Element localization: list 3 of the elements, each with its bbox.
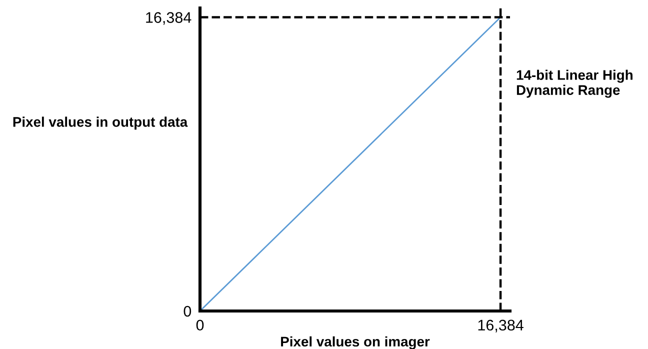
ref-line-label: 14-bit Linear High Dynamic Range xyxy=(516,70,632,98)
y-axis-title: Pixel values in output data xyxy=(13,116,188,130)
x-axis-title: Pixel values on imager xyxy=(281,336,430,349)
